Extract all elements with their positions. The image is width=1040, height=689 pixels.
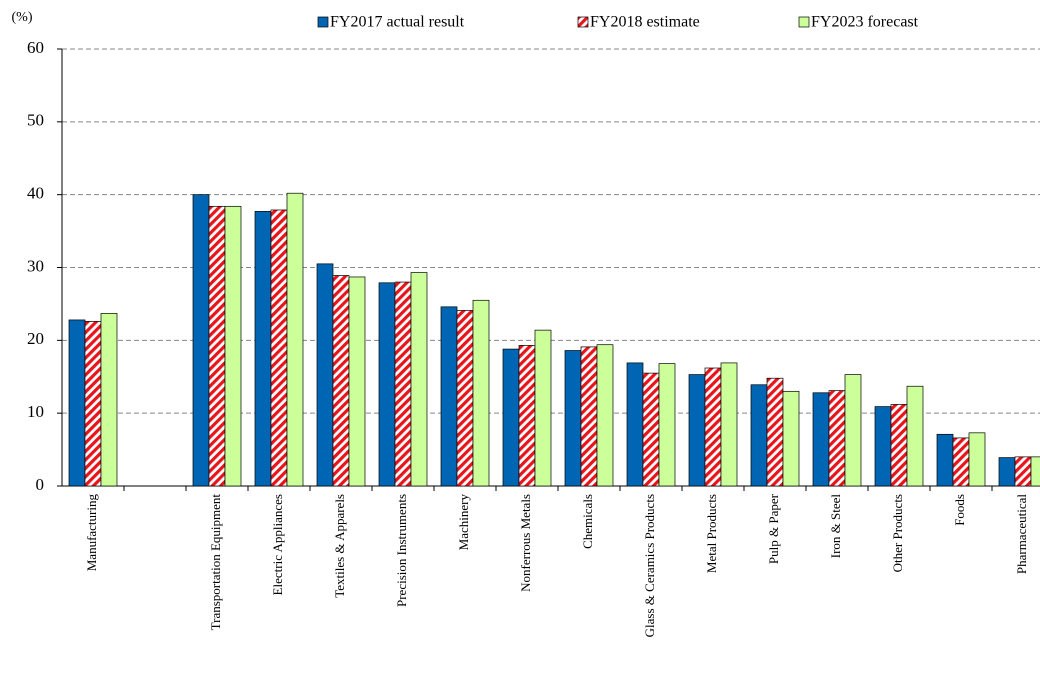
bar — [812, 392, 830, 487]
y-tick-label: 60 — [27, 38, 44, 57]
bar — [518, 345, 536, 487]
bar — [968, 432, 986, 487]
y-tick-label: 20 — [27, 329, 44, 348]
bar — [874, 406, 892, 487]
bar — [224, 205, 242, 487]
bar — [1014, 456, 1032, 487]
bar — [890, 404, 908, 487]
bar — [720, 362, 738, 487]
legend-swatch — [577, 16, 589, 28]
bar — [626, 362, 644, 487]
x-tick-label: Transportation Equipment — [208, 494, 223, 631]
bar — [936, 433, 954, 487]
bar — [534, 329, 552, 487]
bar — [332, 275, 350, 487]
bar — [844, 374, 862, 487]
x-tick-label: Pulp & Paper — [766, 493, 781, 564]
bar — [766, 377, 784, 487]
legend-swatch — [317, 16, 329, 28]
y-tick-label: 30 — [27, 256, 44, 275]
legend-label: FY2017 actual result — [330, 14, 465, 31]
y-tick-label: 0 — [36, 475, 45, 494]
bar — [642, 372, 660, 487]
bar — [378, 282, 396, 487]
x-tick-label: Machinery — [456, 494, 471, 551]
y-tick-label: 10 — [27, 402, 44, 421]
y-axis-label: (%) — [12, 10, 33, 25]
legend-label: FY2023 forecast — [811, 14, 919, 31]
bar — [580, 346, 598, 487]
bar — [286, 192, 304, 487]
x-tick-label: Pharmaceutical — [1014, 494, 1029, 575]
bar — [348, 276, 366, 487]
x-tick-label: Glass & Ceramics Products — [642, 494, 657, 637]
x-tick-label: Iron & Steel — [828, 494, 843, 559]
bar — [688, 374, 706, 487]
bar — [440, 306, 458, 487]
y-tick-label: 40 — [27, 184, 44, 203]
x-tick-label: Precision Instruments — [394, 494, 409, 607]
x-tick-label: Manufacturing — [84, 494, 99, 572]
bar — [456, 310, 474, 487]
bar — [906, 385, 924, 487]
bar — [782, 390, 800, 487]
x-tick-label: Electric Appliances — [270, 494, 285, 595]
x-tick-label: Textiles & Apparels — [332, 494, 347, 598]
bar — [100, 313, 118, 487]
bar — [998, 457, 1016, 487]
bar — [564, 350, 582, 487]
bar — [270, 209, 288, 487]
bar — [502, 348, 520, 487]
x-tick-label: Metal Products — [704, 494, 719, 573]
bar — [208, 205, 226, 487]
bar — [254, 211, 272, 487]
x-tick-label: Nonferrous Metals — [518, 494, 533, 592]
bar — [316, 263, 334, 487]
bar — [192, 194, 210, 487]
bar — [658, 363, 676, 487]
x-tick-label: Chemicals — [580, 494, 595, 549]
bar — [68, 319, 86, 487]
x-tick-label: Other Products — [890, 494, 905, 572]
bar — [952, 437, 970, 487]
bar — [1030, 456, 1040, 487]
x-tick-label: Foods — [952, 494, 967, 526]
bar — [472, 299, 490, 487]
bar — [394, 281, 412, 487]
bar — [410, 272, 428, 487]
legend-label: FY2018 estimate — [590, 14, 700, 31]
bar — [704, 367, 722, 487]
bar — [596, 344, 614, 487]
legend-swatch — [798, 16, 810, 28]
bar — [750, 384, 768, 487]
y-tick-label: 50 — [27, 111, 44, 130]
bar — [84, 321, 102, 487]
bar — [828, 390, 846, 487]
